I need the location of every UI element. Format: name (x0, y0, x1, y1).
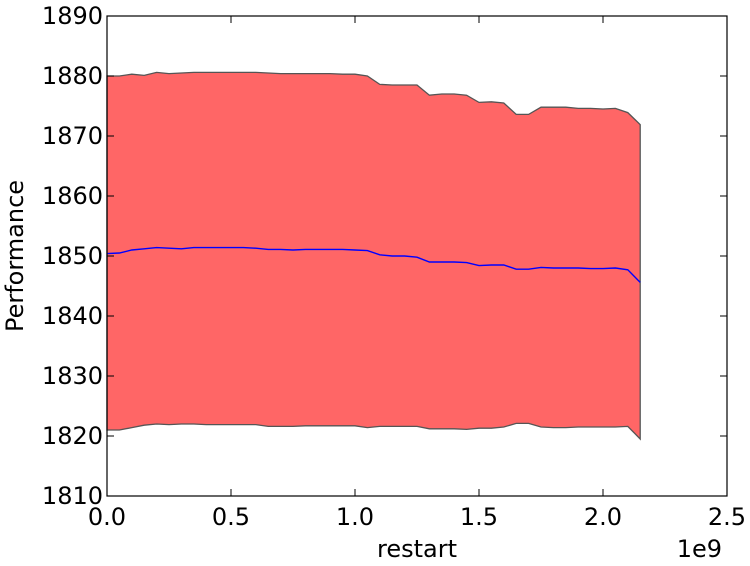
y-tick-label: 1870 (42, 122, 103, 150)
x-tick-label: 2.0 (584, 503, 622, 531)
confidence-band (106, 71, 641, 441)
y-tick-label: 1880 (42, 62, 103, 90)
mean-line (106, 246, 641, 283)
y-axis-label: Performance (1, 180, 29, 332)
x-tick-label: 1.5 (460, 503, 498, 531)
plot-area (106, 71, 641, 441)
x-tick-label: 0.0 (88, 503, 126, 531)
x-axis-offset-label: 1e9 (677, 535, 722, 563)
y-tick-label: 1890 (42, 2, 103, 30)
y-tick-label: 1860 (42, 182, 103, 210)
y-tick-label: 1820 (42, 422, 103, 450)
axis-ticks: 0.0 0.5 1.0 1.5 2.0 2.5 1810 1820 1830 1840 1850 18… (42, 2, 746, 531)
x-axis-label: restart (377, 535, 457, 563)
y-tick-label: 1830 (42, 362, 103, 390)
x-tick-label: 0.5 (212, 503, 250, 531)
y-tick-label: 1810 (42, 482, 103, 510)
x-tick-label: 2.5 (708, 503, 746, 531)
y-tick-label: 1850 (42, 242, 103, 270)
x-tick-label: 1.0 (336, 503, 374, 531)
y-tick-label: 1840 (42, 302, 103, 330)
